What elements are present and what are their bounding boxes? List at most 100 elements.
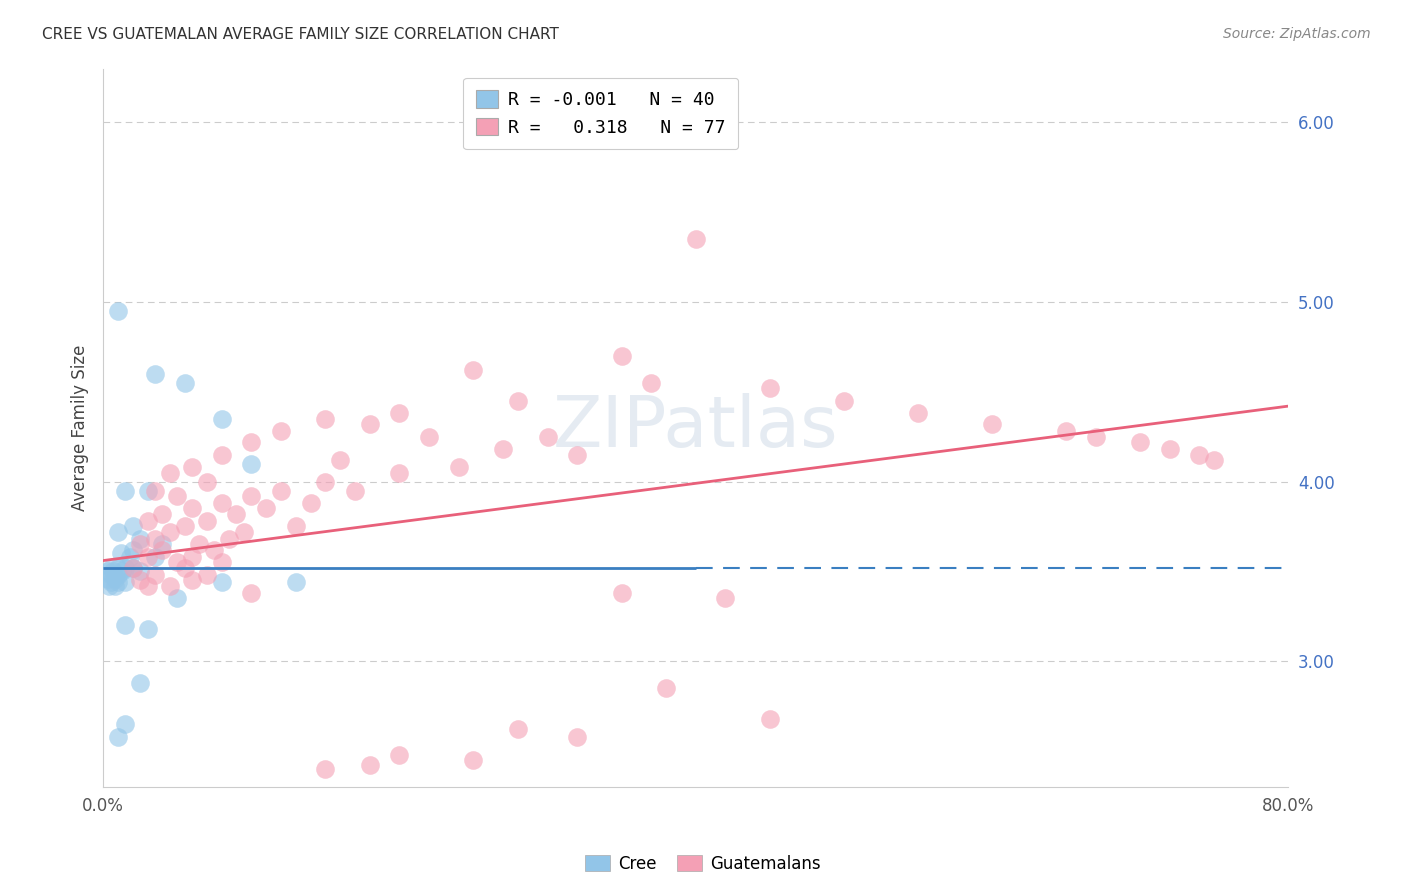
Point: [143, 532, 166, 546]
Point: [121, 519, 143, 533]
Point: [173, 519, 195, 533]
Point: [181, 460, 204, 475]
Point: [98, 579, 121, 593]
Point: [225, 507, 247, 521]
Point: [240, 586, 263, 600]
Point: [463, 753, 485, 767]
Point: [211, 448, 233, 462]
Y-axis label: Average Family Size: Average Family Size: [72, 344, 89, 511]
Point: [143, 549, 166, 564]
Point: [150, 542, 173, 557]
Point: [506, 723, 529, 737]
Point: [447, 460, 470, 475]
Point: [136, 549, 159, 564]
Point: [359, 758, 381, 772]
Point: [107, 524, 129, 539]
Point: [536, 430, 558, 444]
Point: [1204, 453, 1226, 467]
Point: [270, 424, 292, 438]
Point: [284, 575, 307, 590]
Point: [240, 435, 263, 450]
Point: [907, 406, 929, 420]
Point: [343, 483, 366, 498]
Point: [159, 579, 181, 593]
Point: [104, 572, 127, 586]
Point: [173, 560, 195, 574]
Point: [565, 448, 588, 462]
Point: [284, 519, 307, 533]
Point: [240, 489, 263, 503]
Point: [211, 555, 233, 569]
Point: [107, 560, 129, 574]
Point: [329, 453, 352, 467]
Point: [211, 575, 233, 590]
Point: [107, 575, 129, 590]
Point: [314, 411, 336, 425]
Point: [159, 466, 181, 480]
Point: [218, 532, 240, 546]
Point: [150, 507, 173, 521]
Point: [107, 304, 129, 318]
Point: [299, 496, 322, 510]
Point: [136, 483, 159, 498]
Point: [832, 393, 855, 408]
Legend: Cree, Guatemalans: Cree, Guatemalans: [578, 848, 828, 880]
Point: [181, 574, 204, 588]
Point: [143, 483, 166, 498]
Point: [685, 232, 707, 246]
Point: [655, 681, 678, 695]
Legend: R = -0.001   N = 40, R =   0.318   N = 77: R = -0.001 N = 40, R = 0.318 N = 77: [463, 78, 738, 150]
Point: [129, 565, 152, 579]
Point: [610, 349, 633, 363]
Point: [211, 411, 233, 425]
Point: [188, 537, 211, 551]
Point: [104, 579, 127, 593]
Point: [758, 381, 780, 395]
Point: [211, 496, 233, 510]
Point: [195, 514, 218, 528]
Point: [118, 549, 141, 564]
Point: [388, 406, 411, 420]
Point: [100, 568, 122, 582]
Point: [159, 524, 181, 539]
Point: [506, 393, 529, 408]
Point: [97, 572, 120, 586]
Point: [107, 730, 129, 744]
Point: [114, 618, 136, 632]
Point: [136, 514, 159, 528]
Text: Source: ZipAtlas.com: Source: ZipAtlas.com: [1223, 27, 1371, 41]
Point: [150, 537, 173, 551]
Point: [107, 568, 129, 582]
Point: [181, 549, 204, 564]
Point: [100, 560, 122, 574]
Point: [202, 542, 225, 557]
Point: [492, 442, 515, 457]
Point: [388, 466, 411, 480]
Point: [359, 417, 381, 431]
Point: [1159, 442, 1181, 457]
Point: [129, 532, 152, 546]
Point: [110, 546, 132, 560]
Point: [114, 483, 136, 498]
Point: [254, 501, 277, 516]
Point: [1129, 435, 1152, 450]
Point: [143, 367, 166, 381]
Point: [136, 622, 159, 636]
Point: [97, 565, 120, 579]
Point: [418, 430, 440, 444]
Point: [121, 560, 143, 574]
Point: [166, 591, 188, 606]
Point: [143, 568, 166, 582]
Point: [195, 475, 218, 489]
Point: [114, 717, 136, 731]
Point: [388, 747, 411, 762]
Point: [758, 712, 780, 726]
Point: [980, 417, 1002, 431]
Point: [121, 560, 143, 574]
Point: [114, 575, 136, 590]
Point: [111, 565, 134, 579]
Text: ZIPatlas: ZIPatlas: [553, 393, 838, 462]
Point: [240, 457, 263, 471]
Point: [114, 560, 136, 574]
Point: [129, 537, 152, 551]
